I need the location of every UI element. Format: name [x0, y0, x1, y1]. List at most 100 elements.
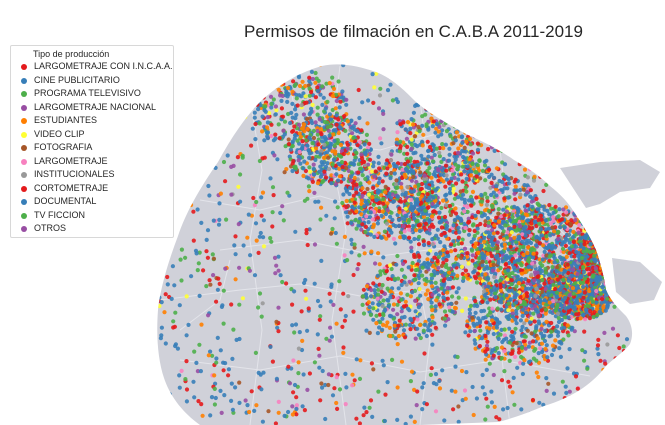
- permit-point: [420, 407, 425, 412]
- permit-point: [595, 346, 600, 351]
- permit-point: [225, 153, 230, 158]
- permit-point: [257, 234, 262, 239]
- permit-point: [485, 404, 490, 409]
- permit-point: [262, 138, 267, 143]
- permit-point: [608, 286, 613, 291]
- permit-point: [292, 330, 297, 335]
- permit-point: [492, 404, 497, 409]
- permit-point: [179, 247, 184, 252]
- permit-point: [591, 314, 596, 320]
- permit-point: [311, 162, 316, 167]
- permit-point: [359, 128, 364, 133]
- permit-point: [463, 130, 468, 135]
- permit-point: [278, 77, 283, 82]
- permit-point: [440, 368, 445, 373]
- permit-point: [276, 254, 281, 259]
- permit-point: [214, 299, 219, 304]
- permit-point: [233, 252, 238, 257]
- permit-point: [273, 84, 278, 90]
- permit-point: [266, 409, 271, 414]
- permit-point: [471, 222, 476, 227]
- permit-point: [570, 82, 576, 87]
- permit-point: [540, 263, 545, 268]
- permit-point: [405, 184, 410, 190]
- permit-point: [391, 236, 396, 241]
- permit-point: [607, 273, 612, 278]
- permit-point: [222, 393, 227, 398]
- permit-point: [565, 366, 570, 371]
- permit-point: [309, 106, 314, 111]
- permit-point: [432, 209, 437, 214]
- permit-point: [588, 225, 593, 230]
- permit-point: [413, 336, 418, 341]
- permit-point: [466, 333, 471, 338]
- permit-point: [218, 106, 223, 111]
- permit-point: [179, 101, 184, 107]
- permit-point: [409, 249, 414, 254]
- permit-point: [407, 235, 412, 240]
- permit-point: [453, 211, 459, 216]
- permit-point: [499, 378, 505, 383]
- permit-point: [544, 388, 549, 393]
- permit-point: [503, 174, 508, 179]
- permit-point: [512, 204, 517, 209]
- permit-point: [399, 71, 404, 76]
- permit-point: [405, 151, 410, 156]
- permit-point: [484, 396, 489, 401]
- permit-point: [558, 225, 563, 230]
- permit-point: [389, 230, 394, 235]
- permit-point: [471, 270, 476, 275]
- permit-point: [589, 140, 594, 145]
- permit-point: [483, 417, 488, 422]
- permit-point: [361, 413, 366, 418]
- permit-point: [173, 310, 178, 315]
- permit-point: [437, 154, 442, 159]
- permit-point: [456, 404, 461, 409]
- permit-point: [399, 181, 404, 186]
- permit-point: [410, 208, 415, 213]
- permit-point: [485, 266, 490, 271]
- permit-point: [609, 395, 614, 400]
- permit-point: [531, 255, 536, 260]
- permit-point: [578, 274, 584, 279]
- permit-point: [601, 248, 606, 253]
- permit-point: [537, 221, 542, 226]
- permit-point: [520, 371, 526, 377]
- permit-point: [409, 178, 414, 183]
- permit-point: [530, 204, 535, 209]
- permit-point: [221, 368, 226, 373]
- permit-point: [545, 245, 550, 251]
- permit-point: [340, 89, 345, 94]
- permit-point: [252, 408, 257, 413]
- permit-point: [305, 328, 310, 333]
- permit-point: [433, 409, 439, 414]
- permit-point: [363, 229, 368, 235]
- permit-point: [163, 341, 168, 346]
- permit-point: [305, 242, 310, 248]
- permit-point: [356, 162, 361, 167]
- permit-point: [576, 95, 581, 101]
- permit-point: [455, 195, 461, 200]
- permit-point: [357, 376, 363, 381]
- permit-point: [304, 138, 309, 143]
- permit-point: [611, 296, 617, 301]
- permit-point: [596, 248, 601, 253]
- permit-point: [184, 399, 189, 404]
- permit-point: [333, 182, 338, 187]
- permit-point: [162, 310, 167, 315]
- permit-point: [503, 223, 508, 228]
- permit-point: [367, 141, 372, 146]
- permit-point: [416, 242, 422, 247]
- permit-point: [491, 90, 496, 95]
- permit-point: [184, 294, 189, 299]
- permit-point: [446, 84, 451, 89]
- permit-point: [367, 180, 372, 185]
- permit-point: [370, 195, 375, 200]
- permit-point: [189, 202, 194, 208]
- permit-point: [370, 169, 375, 174]
- permit-point: [205, 255, 210, 260]
- permit-point: [243, 114, 248, 120]
- permit-point: [489, 203, 494, 208]
- permit-point: [265, 120, 270, 125]
- permit-point: [435, 259, 440, 264]
